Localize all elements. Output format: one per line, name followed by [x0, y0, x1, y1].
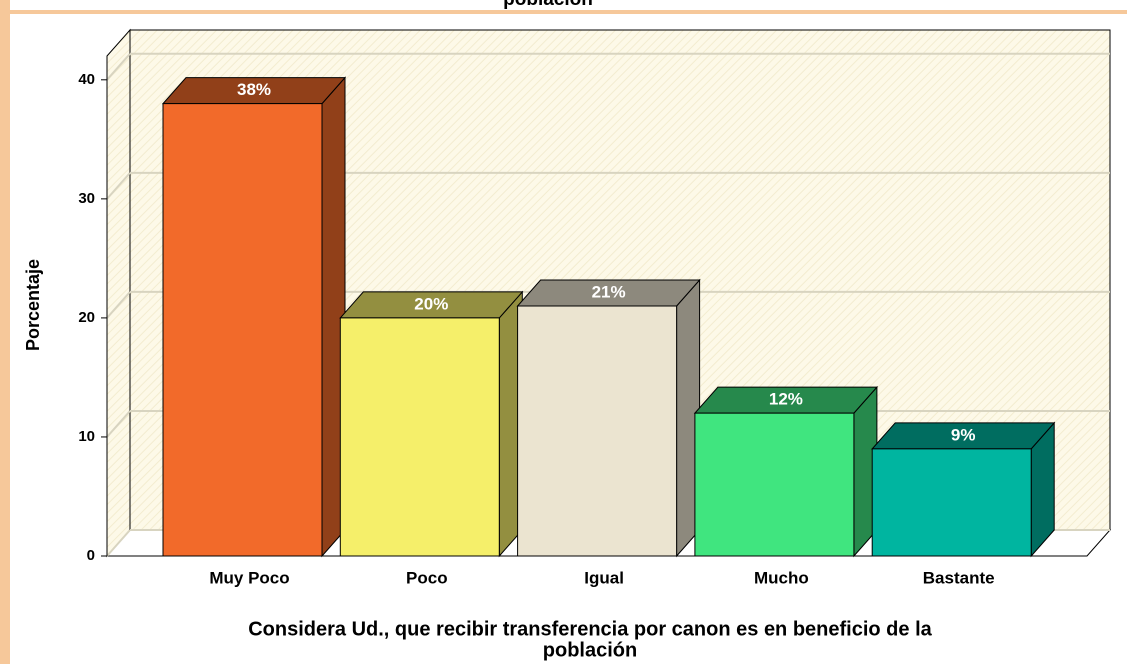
- x-tick-label: Igual: [584, 568, 624, 587]
- value-label: 38%: [237, 80, 271, 99]
- x-tick-label: Poco: [406, 568, 448, 587]
- x-axis-label: Considera Ud., que recibir transferencia…: [248, 618, 932, 640]
- y-tick-label: 40: [78, 71, 95, 88]
- grid-line: [106, 172, 131, 200]
- x-tick-label: Muy Poco: [209, 568, 289, 587]
- bar: [871, 448, 1032, 557]
- value-label: 21%: [592, 282, 626, 301]
- frame-top: [0, 10, 1127, 14]
- x-tick-label: Mucho: [754, 568, 809, 587]
- x-axis-label: población: [543, 639, 637, 661]
- grid-line: [106, 410, 131, 438]
- grid-line: [106, 53, 131, 81]
- value-label: 20%: [414, 294, 448, 313]
- y-tick-label: 20: [78, 309, 95, 326]
- y-axis-label: Porcentaje: [23, 259, 43, 351]
- frame-left: [0, 0, 10, 664]
- bar: [517, 305, 678, 557]
- y-tick-label: 0: [87, 547, 95, 564]
- bar: [694, 412, 855, 557]
- bar: [339, 317, 500, 557]
- value-label: 9%: [951, 425, 976, 444]
- value-label: 12%: [769, 390, 803, 409]
- grid-line: [106, 291, 131, 319]
- left-wall: [106, 28, 131, 558]
- grid-line: [106, 529, 131, 557]
- chart-title: población: [503, 0, 593, 10]
- bar: [162, 103, 323, 557]
- y-tick-label: 30: [78, 190, 95, 207]
- x-tick-label: Bastante: [923, 568, 995, 587]
- y-tick-label: 10: [78, 428, 95, 445]
